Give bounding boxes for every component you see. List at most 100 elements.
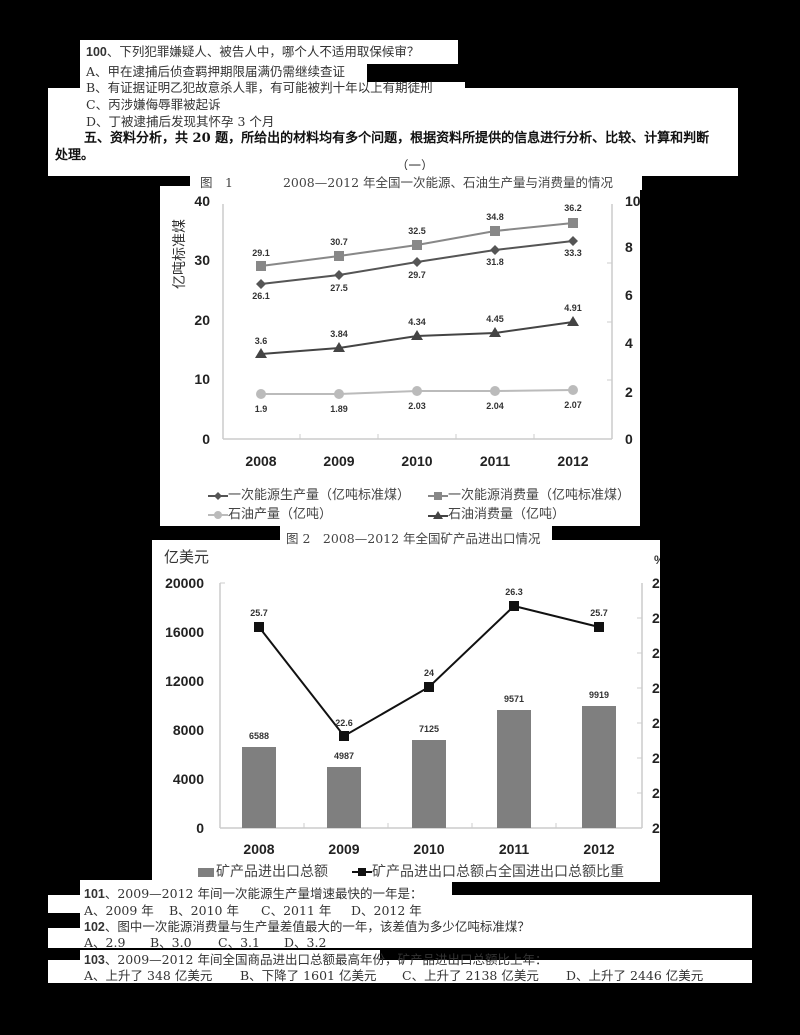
legend-item-oil-production: 石油产量（亿吨） (208, 503, 332, 522)
y-tick-right: 2 (625, 384, 633, 400)
part-label: （一） (396, 158, 434, 173)
y-tick: 10 (194, 371, 210, 387)
option-c: C、上升了 2138 亿美元 (402, 968, 539, 983)
legend-item-energy-production: 一次能源生产量（亿吨标准煤） (208, 484, 410, 503)
y-tick: 30 (194, 252, 210, 268)
svg-text:3.84: 3.84 (330, 329, 348, 339)
option-d: D、2012 年 (351, 903, 422, 918)
figure-2-chart: 亿美元 % 20000 16000 12000 8000 4000 0 27 2… (164, 548, 660, 857)
svg-text:9919: 9919 (589, 690, 609, 700)
y-tick-right: 24 (652, 680, 660, 696)
svg-text:31.8: 31.8 (486, 257, 504, 267)
y-tick-right: 21 (652, 785, 660, 801)
question-100-option-a: A、甲在逮捕后侦查羁押期限届满仍需继续查证 (86, 64, 346, 79)
question-102-options: A、2.9 B、3.0 C、3.1 D、3.2 (84, 934, 326, 951)
x-tick: 2008 (243, 841, 274, 857)
series-energy-production: 26.1 27.5 29.7 31.8 33.3 (252, 236, 582, 301)
y-tick-right: 6 (625, 287, 633, 303)
svg-text:4.34: 4.34 (408, 317, 426, 327)
paper-patch (48, 88, 738, 176)
svg-text:7125: 7125 (419, 724, 439, 734)
y-tick-right: 10 (625, 193, 640, 209)
svg-text:22.6: 22.6 (335, 718, 353, 728)
svg-text:3.6: 3.6 (255, 336, 268, 346)
series-mineral-trade-total (242, 706, 616, 828)
svg-text:25.7: 25.7 (590, 608, 608, 618)
svg-text:27.5: 27.5 (330, 283, 348, 293)
section-heading: 五、资料分析，共 20 题，所给出的材料均有多个问题，根据资料所提供的信息进行分… (84, 131, 710, 146)
svg-text:36.2: 36.2 (564, 203, 582, 213)
figure-2-title: 图 2 2008—2012 年全国矿产品进出口情况 (286, 531, 541, 546)
svg-text:6588: 6588 (249, 731, 269, 741)
question-number: 100 (86, 45, 107, 59)
question-101-options: A、2009 年 B、2010 年 C、2011 年 D、2012 年 (84, 902, 422, 919)
svg-text:29.1: 29.1 (252, 248, 270, 258)
x-tick: 2011 (480, 453, 511, 469)
paper-patch (48, 960, 752, 983)
x-tick: 2011 (499, 841, 530, 857)
option-b: B、2010 年 (169, 903, 239, 918)
question-100-option-d: D、丁被逮捕后发现其怀孕 3 个月 (86, 114, 275, 129)
diamond-line-icon (208, 491, 228, 500)
option-b: B、下降了 1601 亿美元 (240, 968, 377, 983)
series-oil-production: 1.9 1.89 2.03 2.04 2.07 (255, 385, 582, 414)
x-tick: 2010 (413, 841, 444, 857)
question-103-options: A、上升了 348 亿美元 B、下降了 1601 亿美元 C、上升了 2138 亿美… (84, 967, 703, 984)
y-tick-right: 25 (652, 645, 660, 661)
svg-text:1.89: 1.89 (330, 404, 348, 414)
x-tick: 2008 (245, 453, 276, 469)
option-a: A、上升了 348 亿美元 (84, 968, 213, 983)
section-heading-cont: 处理。 (55, 148, 95, 163)
question-100-option-b: B、有证据证明乙犯故意杀人罪，有可能被判十年以上有期徒刑 (86, 80, 433, 95)
svg-text:24: 24 (424, 668, 434, 678)
y-tick: 0 (196, 820, 204, 836)
option-d: D、上升了 2446 亿美元 (566, 968, 704, 983)
y-tick: 0 (202, 431, 210, 447)
left-axis-label: 亿吨标准煤 (172, 219, 188, 289)
series-oil-consumption: 3.6 3.84 4.34 4.45 4.91 (255, 303, 582, 358)
x-tick: 2010 (401, 453, 432, 469)
svg-text:32.5: 32.5 (408, 226, 426, 236)
y-tick: 40 (194, 193, 210, 209)
x-tick: 2009 (328, 841, 359, 857)
square-line-icon (428, 491, 448, 500)
x-tick: 2012 (557, 453, 588, 469)
question-100-stem: 100、下列犯罪嫌疑人、被告人中，哪个人不适用取保候审？ (86, 44, 420, 59)
y-tick-right: 8 (625, 239, 633, 255)
circle-line-icon (208, 510, 228, 519)
paper-patch (48, 928, 752, 948)
y-tick-right: 26 (652, 610, 660, 626)
y-tick: 4000 (173, 771, 204, 787)
svg-text:26.1: 26.1 (252, 291, 270, 301)
paper-patch (80, 64, 367, 82)
svg-text:30.7: 30.7 (330, 237, 348, 247)
option-a: A、2.9 (84, 935, 126, 950)
svg-text:4.45: 4.45 (486, 314, 504, 324)
svg-text:25.7: 25.7 (250, 608, 268, 618)
y-tick-right: 4 (625, 335, 633, 351)
x-tick: 2009 (323, 453, 354, 469)
square-line-icon (352, 868, 372, 876)
right-axis-label: % (654, 553, 660, 567)
question-103-stem: 103、2009—2012 年间全国商品进出口总额最高年份，矿产品进出口总额比上… (84, 952, 548, 967)
figure-1-chart: 亿吨标准煤 亿吨 40 30 20 10 0 10 8 6 4 2 0 2008… (172, 193, 640, 469)
y-tick: 20000 (165, 575, 204, 591)
y-tick-right: 27 (652, 575, 660, 591)
svg-text:34.8: 34.8 (486, 212, 504, 222)
figure-2-panel (152, 540, 660, 882)
paper-patch (80, 82, 465, 92)
triangle-line-icon (428, 510, 448, 519)
legend-item-mineral-trade-total: 矿产品进出口总额 (198, 861, 328, 881)
y-tick: 12000 (165, 673, 204, 689)
legend-item-mineral-trade-share: 矿产品进出口总额占全国进出口总额比重 (352, 861, 624, 881)
figure-1-title: 图 1 2008—2012 年全国一次能源、石油生产量与消费量的情况 (200, 175, 614, 190)
svg-text:9571: 9571 (504, 694, 524, 704)
svg-text:1.9: 1.9 (255, 404, 268, 414)
left-axis-label: 亿美元 (164, 548, 209, 566)
svg-text:26.3: 26.3 (505, 587, 523, 597)
option-c: C、2011 年 (261, 903, 332, 918)
paper-patch (80, 40, 458, 64)
question-102-stem: 102、图中一次能源消费量与生产量差值最大的一年，该差值为多少亿吨标准煤？ (84, 919, 530, 934)
series-mineral-trade-share: 25.7 22.6 24 26.3 25.7 (250, 587, 608, 741)
y-tick-right: 22 (652, 750, 660, 766)
